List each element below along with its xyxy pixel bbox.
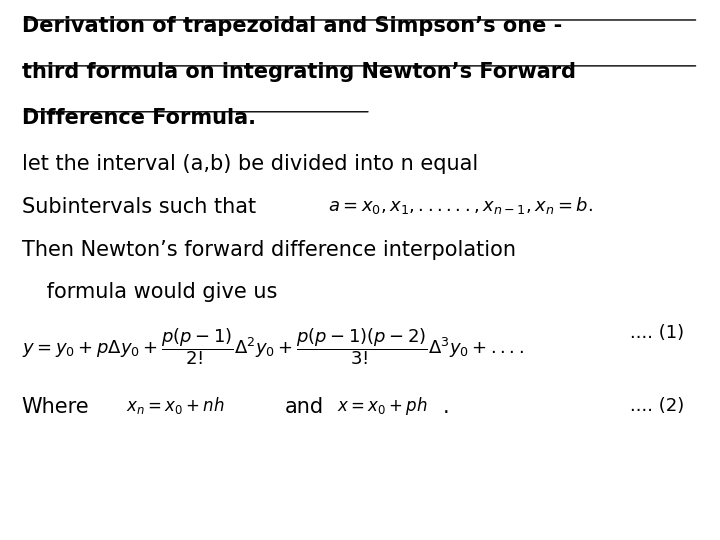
Text: .... (1): .... (1) (630, 324, 684, 342)
Text: .: . (443, 397, 449, 417)
Text: Difference Formula.: Difference Formula. (22, 108, 256, 128)
Text: Derivation of trapezoidal and Simpson’s one -: Derivation of trapezoidal and Simpson’s … (22, 16, 562, 36)
Text: .... (2): .... (2) (630, 397, 684, 415)
Text: and: and (284, 397, 323, 417)
Text: Where: Where (22, 397, 89, 417)
Text: Then Newton’s forward difference interpolation: Then Newton’s forward difference interpo… (22, 240, 516, 260)
Text: let the interval (a,b) be divided into n equal: let the interval (a,b) be divided into n… (22, 154, 478, 174)
Text: $x = x_0 + ph$: $x = x_0 + ph$ (337, 395, 428, 417)
Text: third formula on integrating Newton’s Forward: third formula on integrating Newton’s Fo… (22, 62, 575, 82)
Text: $y = y_0 + p\Delta y_0 + \dfrac{p(p-1)}{2!}\Delta^2 y_0 + \dfrac{p(p-1)(p-2)}{3!: $y = y_0 + p\Delta y_0 + \dfrac{p(p-1)}{… (22, 327, 523, 367)
Text: formula would give us: formula would give us (40, 282, 277, 302)
Text: Subintervals such that: Subintervals such that (22, 197, 256, 217)
Text: $a = x_0, x_1,......, x_{n-1}, x_n = b.$: $a = x_0, x_1,......, x_{n-1}, x_n = b.$ (328, 195, 593, 217)
Text: $x_n = x_0 + nh$: $x_n = x_0 + nh$ (126, 395, 225, 416)
